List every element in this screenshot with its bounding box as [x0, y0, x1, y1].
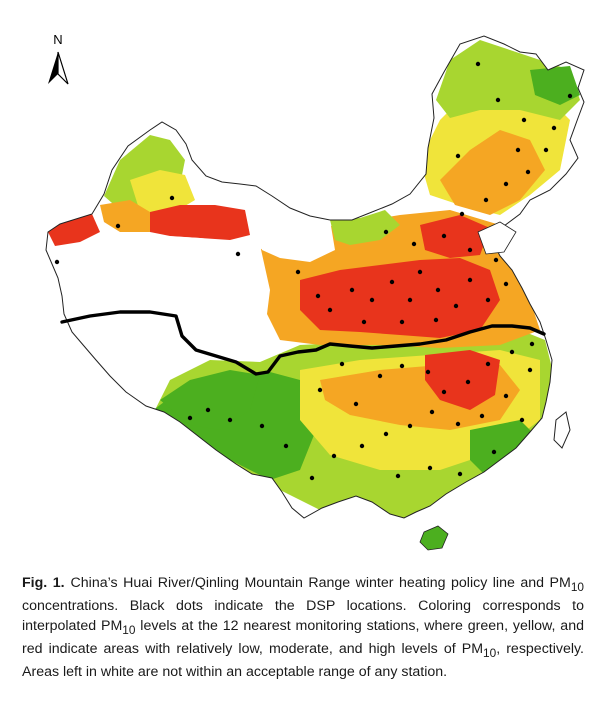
dsp-location-dots [54, 61, 573, 481]
figure-label: Fig. 1. [22, 575, 65, 591]
region-north-red-2 [420, 215, 490, 258]
taiwan [553, 411, 571, 449]
huai-qinling-policy-line [60, 310, 546, 376]
caption-text-2: concentrations. Black dots indicate the … [22, 598, 584, 634]
region-central-red [425, 350, 500, 410]
pm10-surface [46, 40, 580, 518]
region-tibet-green [160, 370, 260, 430]
caption-text-1: China’s Huai River/Qinling Mountain Rang… [70, 575, 571, 591]
region-northwest-orange [100, 200, 150, 232]
caption-sub-2: 10 [122, 622, 136, 637]
caption-sub-1: 10 [570, 579, 584, 594]
region-inner-mongolia-white [260, 215, 335, 262]
hainan [419, 525, 449, 551]
caption-text-3: levels at the 12 nearest monitoring stat… [22, 617, 584, 657]
region-northwest-red-west [48, 214, 100, 246]
region-mongolia-green [330, 210, 400, 245]
region-far-north-green [436, 40, 580, 120]
north-arrow: N [48, 32, 69, 85]
region-far-north-green-2 [530, 66, 580, 105]
caption-sub-3: 10 [483, 645, 497, 660]
caption-text-4: , respectively. Areas left in white are … [22, 640, 585, 681]
region-northwest-red-east [150, 205, 250, 240]
bohai-sea [477, 221, 517, 255]
region-west-white [46, 235, 270, 360]
north-label: N [53, 32, 62, 47]
figure-caption: Fig. 1. China’s Huai River/Qinling Mounta… [22, 574, 584, 683]
region-north-red [300, 258, 500, 338]
china-pm10-map: N [45, 32, 585, 551]
region-northwest-yellow [130, 170, 195, 215]
